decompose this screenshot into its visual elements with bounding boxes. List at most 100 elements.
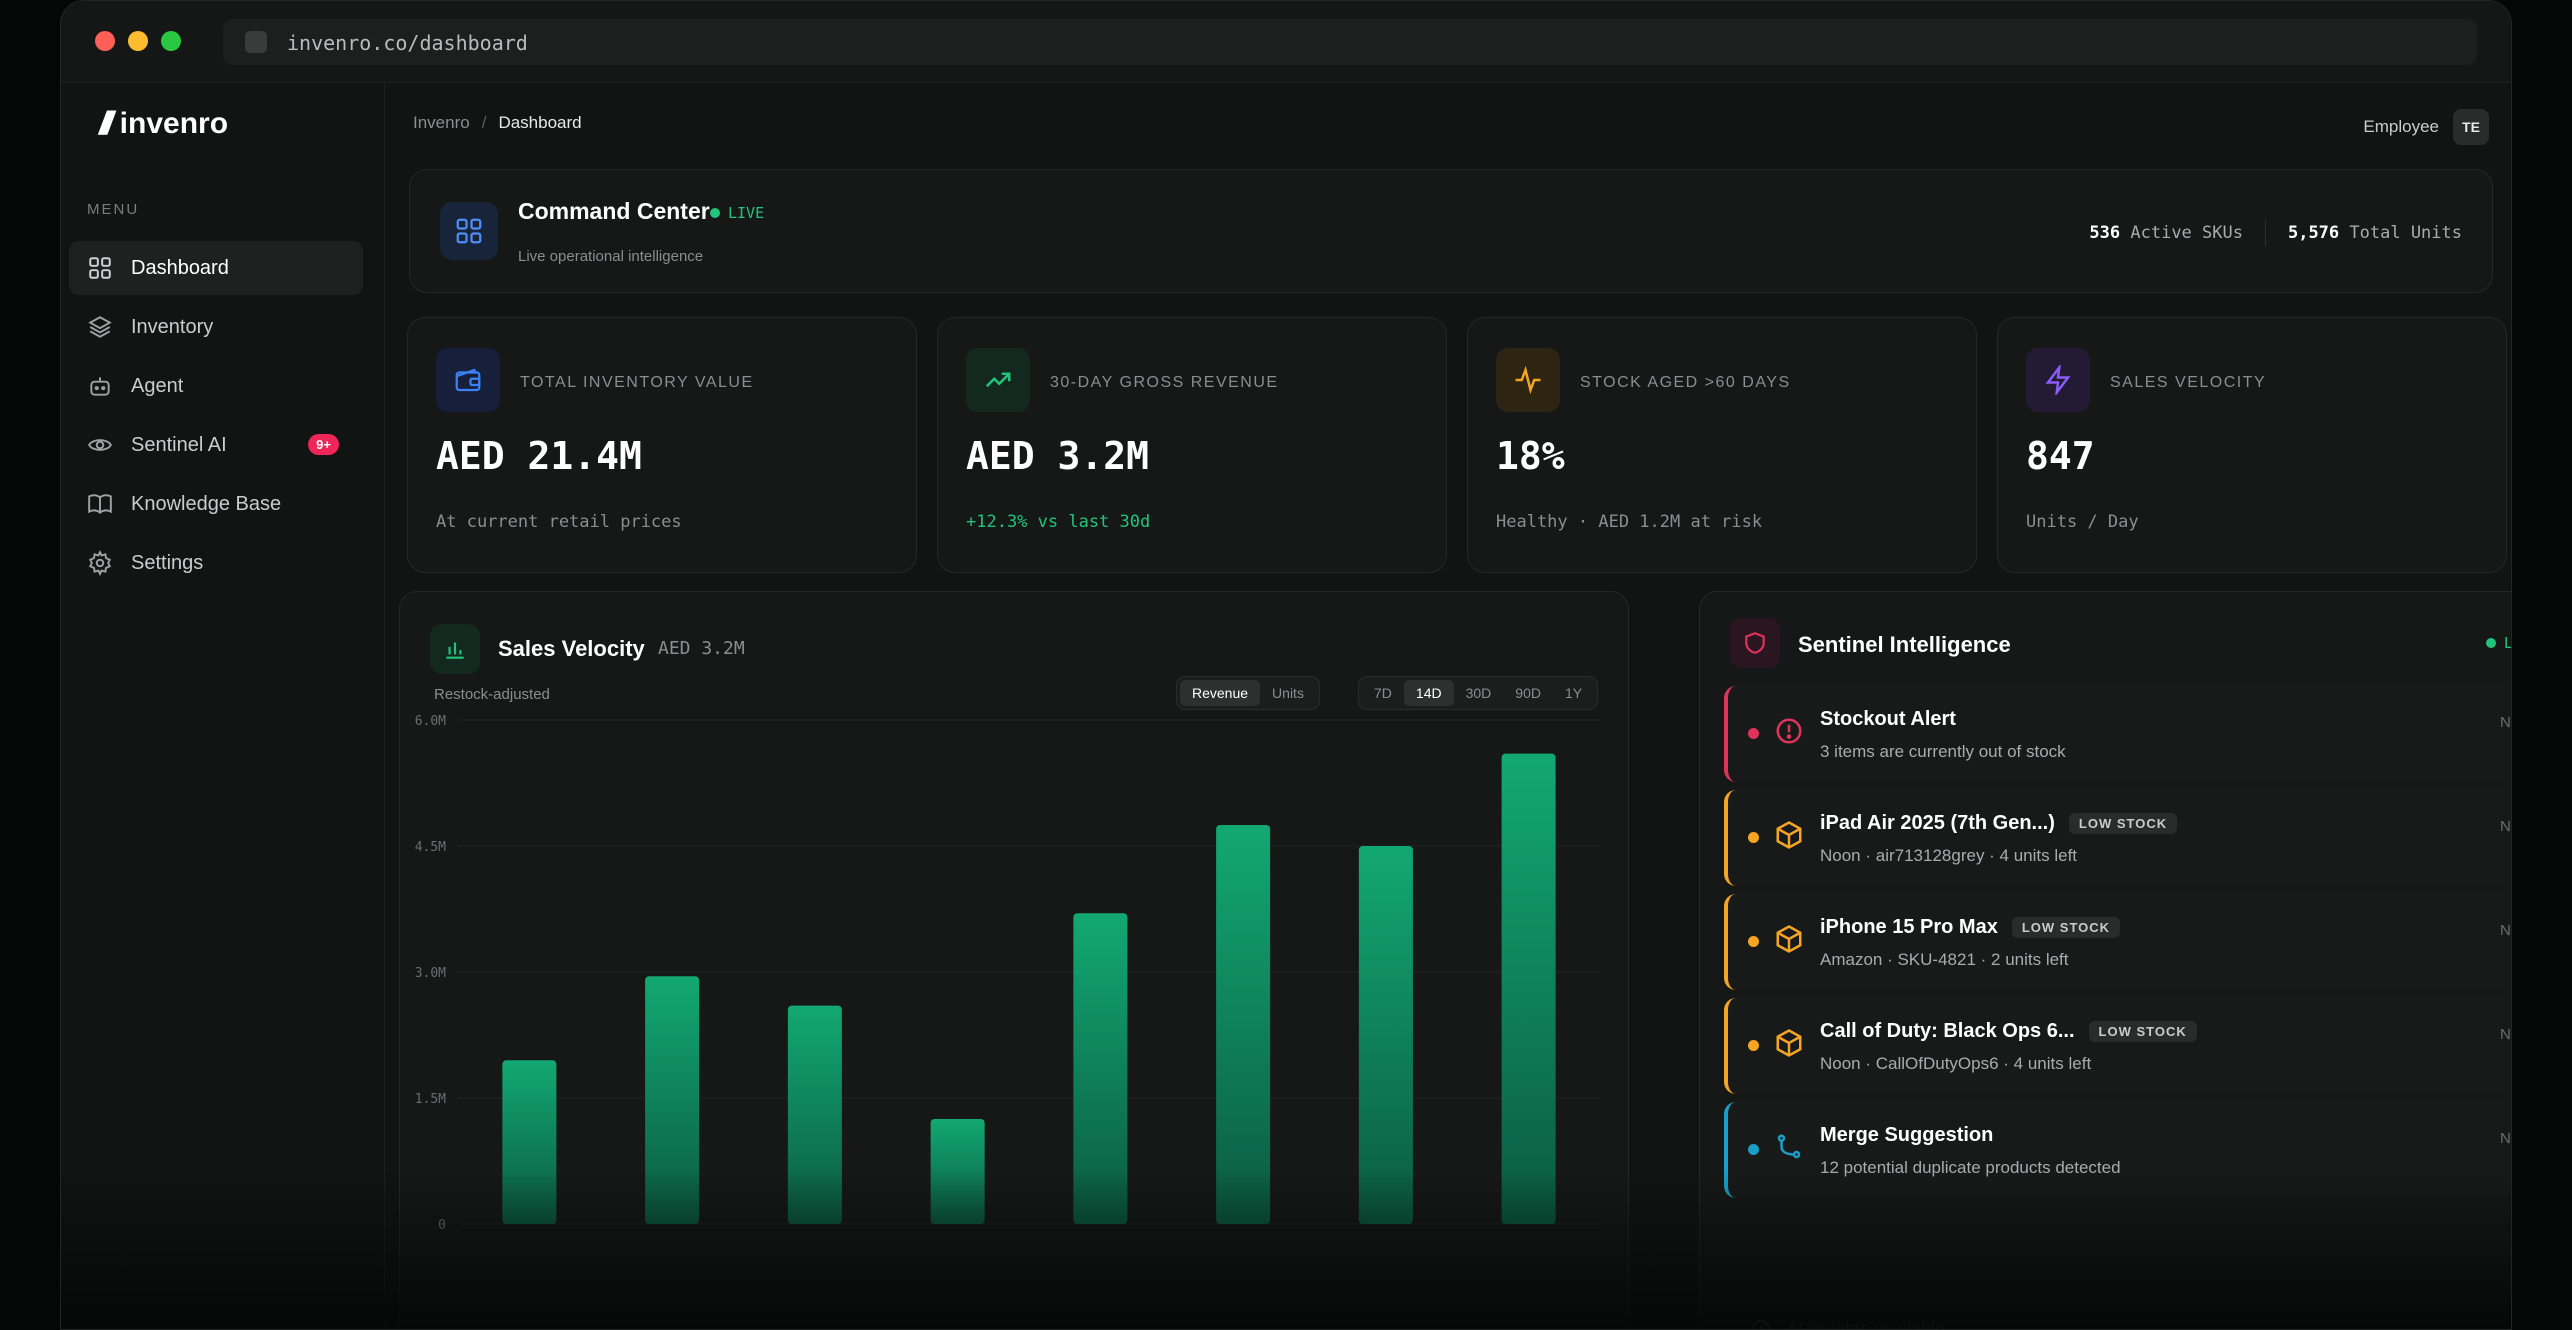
gear-icon xyxy=(88,550,112,576)
sidebar-item-settings[interactable]: Settings xyxy=(69,536,363,590)
range-1y-button[interactable]: 1Y xyxy=(1564,685,1583,701)
sales-bar-chart: 6.0M 4.5M 3.0M 1.5M 0 xyxy=(415,714,1600,1233)
breadcrumb: Invenro / Dashboard xyxy=(413,113,582,133)
alert-title: Merge Suggestion xyxy=(1820,1124,1994,1146)
browser-window: invenro.co/dashboard /// invenro MENU Da… xyxy=(60,0,2512,1330)
y-tick-label: 1.5M xyxy=(415,1092,446,1107)
range-90d-button[interactable]: 90D xyxy=(1515,685,1541,701)
alert-time: Now xyxy=(2499,818,2511,835)
command-center-icon-tile xyxy=(440,202,498,260)
address-bar[interactable]: invenro.co/dashboard xyxy=(223,19,2477,65)
metric-card-stock-aged: STOCK AGED >60 DAYS 18% Healthy · AED 1.… xyxy=(1467,317,1977,573)
alert-subtext: Noon · air713128grey · 4 units left xyxy=(1820,846,2078,865)
chart-bar[interactable] xyxy=(1073,913,1128,1224)
metric-icon-tile xyxy=(436,348,500,412)
sidebar-item-sentinel-ai[interactable]: Sentinel AI 9+ xyxy=(69,418,363,472)
chart-bar[interactable] xyxy=(1358,846,1413,1224)
ai-insights-footer[interactable]: AI insights available xyxy=(1750,1318,1945,1329)
mode-units-button[interactable]: Units xyxy=(1272,685,1304,701)
alert-title-row: iPad Air 2025 (7th Gen...) LOW STOCK xyxy=(1820,812,2178,835)
sidebar: /// invenro MENU Dashboard Inventory Age… xyxy=(61,83,385,1329)
range-30d-button[interactable]: 30D xyxy=(1465,685,1492,701)
metric-card-gross-revenue: 30-DAY GROSS REVENUE AED 3.2M +12.3% vs … xyxy=(937,317,1447,573)
sidebar-item-dashboard[interactable]: Dashboard xyxy=(69,241,363,295)
book-icon xyxy=(88,494,112,515)
chart-total-value: AED 3.2M xyxy=(658,638,745,659)
range-7d-button[interactable]: 7D xyxy=(1374,685,1392,701)
user-role: Employee xyxy=(2363,117,2439,136)
low-stock-tag: LOW STOCK xyxy=(2011,917,2121,938)
metric-label: SALES VELOCITY xyxy=(2110,374,2267,391)
y-tick-label: 4.5M xyxy=(415,840,446,855)
metric-icon-tile xyxy=(966,348,1030,412)
avatar[interactable]: TE xyxy=(2453,109,2489,145)
breadcrumb-separator: / xyxy=(481,113,487,132)
y-tick-label: 3.0M xyxy=(415,966,446,981)
alert-circle-icon xyxy=(1776,718,1802,744)
alert-low-stock[interactable]: iPhone 15 Pro Max LOW STOCK Amazon · SKU-… xyxy=(1724,894,2511,990)
sidebar-item-label: Inventory xyxy=(131,315,214,338)
package-icon xyxy=(1776,1029,1802,1057)
alert-time: Now xyxy=(2499,922,2511,939)
sidebar-item-label: Sentinel AI xyxy=(131,433,227,456)
metric-card-inventory-value: TOTAL INVENTORY VALUE AED 21.4M At curre… xyxy=(407,317,917,573)
sidebar-item-knowledge-base[interactable]: Knowledge Base xyxy=(69,477,363,531)
bot-icon xyxy=(90,377,110,396)
live-indicator: LIVE xyxy=(2485,634,2511,652)
chart-bar[interactable] xyxy=(1216,825,1271,1224)
sidebar-item-label: Knowledge Base xyxy=(131,492,282,515)
app-logo[interactable]: /// invenro xyxy=(99,105,228,142)
chart-title: Sales Velocity xyxy=(498,636,645,661)
alert-low-stock[interactable]: Call of Duty: Black Ops 6... LOW STOCK No… xyxy=(1724,998,2511,1094)
breadcrumb-root[interactable]: Invenro xyxy=(413,113,470,132)
chart-bar[interactable] xyxy=(502,1060,557,1224)
metric-icon-tile xyxy=(1496,348,1560,412)
mode-revenue-button[interactable]: Revenue xyxy=(1180,680,1261,706)
site-info-icon[interactable] xyxy=(245,31,267,53)
close-window-button[interactable] xyxy=(95,31,115,51)
bolt-icon xyxy=(2045,365,2071,395)
metric-label: 30-DAY GROSS REVENUE xyxy=(1050,374,1279,391)
active-skus-stat: 536 Active SKUs xyxy=(2089,223,2243,243)
alert-merge-suggestion[interactable]: Merge Suggestion 12 potential duplicate … xyxy=(1724,1102,2511,1198)
alert-dot xyxy=(1748,1144,1759,1155)
active-skus-label: Active SKUs xyxy=(2130,223,2243,243)
bar-chart-icon xyxy=(446,642,464,659)
metric-label: TOTAL INVENTORY VALUE xyxy=(520,374,754,391)
live-label: LIVE xyxy=(2504,634,2511,652)
chart-bar[interactable] xyxy=(645,976,700,1224)
chart-bar[interactable] xyxy=(1501,753,1556,1224)
alert-dot xyxy=(1748,728,1759,739)
alert-low-stock[interactable]: iPad Air 2025 (7th Gen...) LOW STOCK Noon… xyxy=(1724,790,2511,886)
main-content: Invenro / Dashboard Employee TE Command Ce… xyxy=(385,83,2511,1329)
logo-mark: /// xyxy=(99,105,113,141)
breadcrumb-current: Dashboard xyxy=(498,113,582,132)
metric-subtext: At current retail prices xyxy=(436,512,682,532)
metric-value: AED 21.4M xyxy=(436,434,642,478)
maximize-window-button[interactable] xyxy=(161,31,181,51)
total-units-stat: 5,576 Total Units xyxy=(2288,223,2462,243)
chart-icon-tile xyxy=(430,624,480,674)
info-icon xyxy=(1751,1319,1771,1329)
sidebar-item-agent[interactable]: Agent xyxy=(69,359,363,413)
chart-bar[interactable] xyxy=(787,1005,842,1224)
alert-time: Now xyxy=(2499,1026,2511,1043)
alert-title: iPad Air 2025 (7th Gen...) xyxy=(1820,812,2055,834)
range-14d-button[interactable]: 14D xyxy=(1403,680,1454,706)
alert-subtext: Noon · CallOfDutyOps6 · 4 units left xyxy=(1820,1054,2092,1073)
stats-divider xyxy=(2264,220,2266,246)
inventory-stats: 536 Active SKUs 5,576 Total Units xyxy=(2089,220,2462,246)
chart-mode-toggle: Revenue Units xyxy=(1176,676,1320,710)
user-menu[interactable]: Employee TE xyxy=(2363,109,2489,145)
alert-title-row: Call of Duty: Black Ops 6... LOW STOCK xyxy=(1820,1020,2197,1043)
metric-value: 18% xyxy=(1496,434,1565,478)
chart-bar[interactable] xyxy=(930,1119,985,1224)
sidebar-item-label: Settings xyxy=(131,551,204,574)
alert-title: Call of Duty: Black Ops 6... xyxy=(1820,1020,2075,1042)
sidebar-item-inventory[interactable]: Inventory xyxy=(69,300,363,354)
metric-subtext: +12.3% vs last 30d xyxy=(966,512,1151,532)
live-dot xyxy=(710,208,720,218)
alert-title-row: Stockout Alert xyxy=(1820,708,1956,731)
alert-stockout[interactable]: Stockout Alert 3 items are currently out… xyxy=(1724,686,2511,782)
minimize-window-button[interactable] xyxy=(128,31,148,51)
